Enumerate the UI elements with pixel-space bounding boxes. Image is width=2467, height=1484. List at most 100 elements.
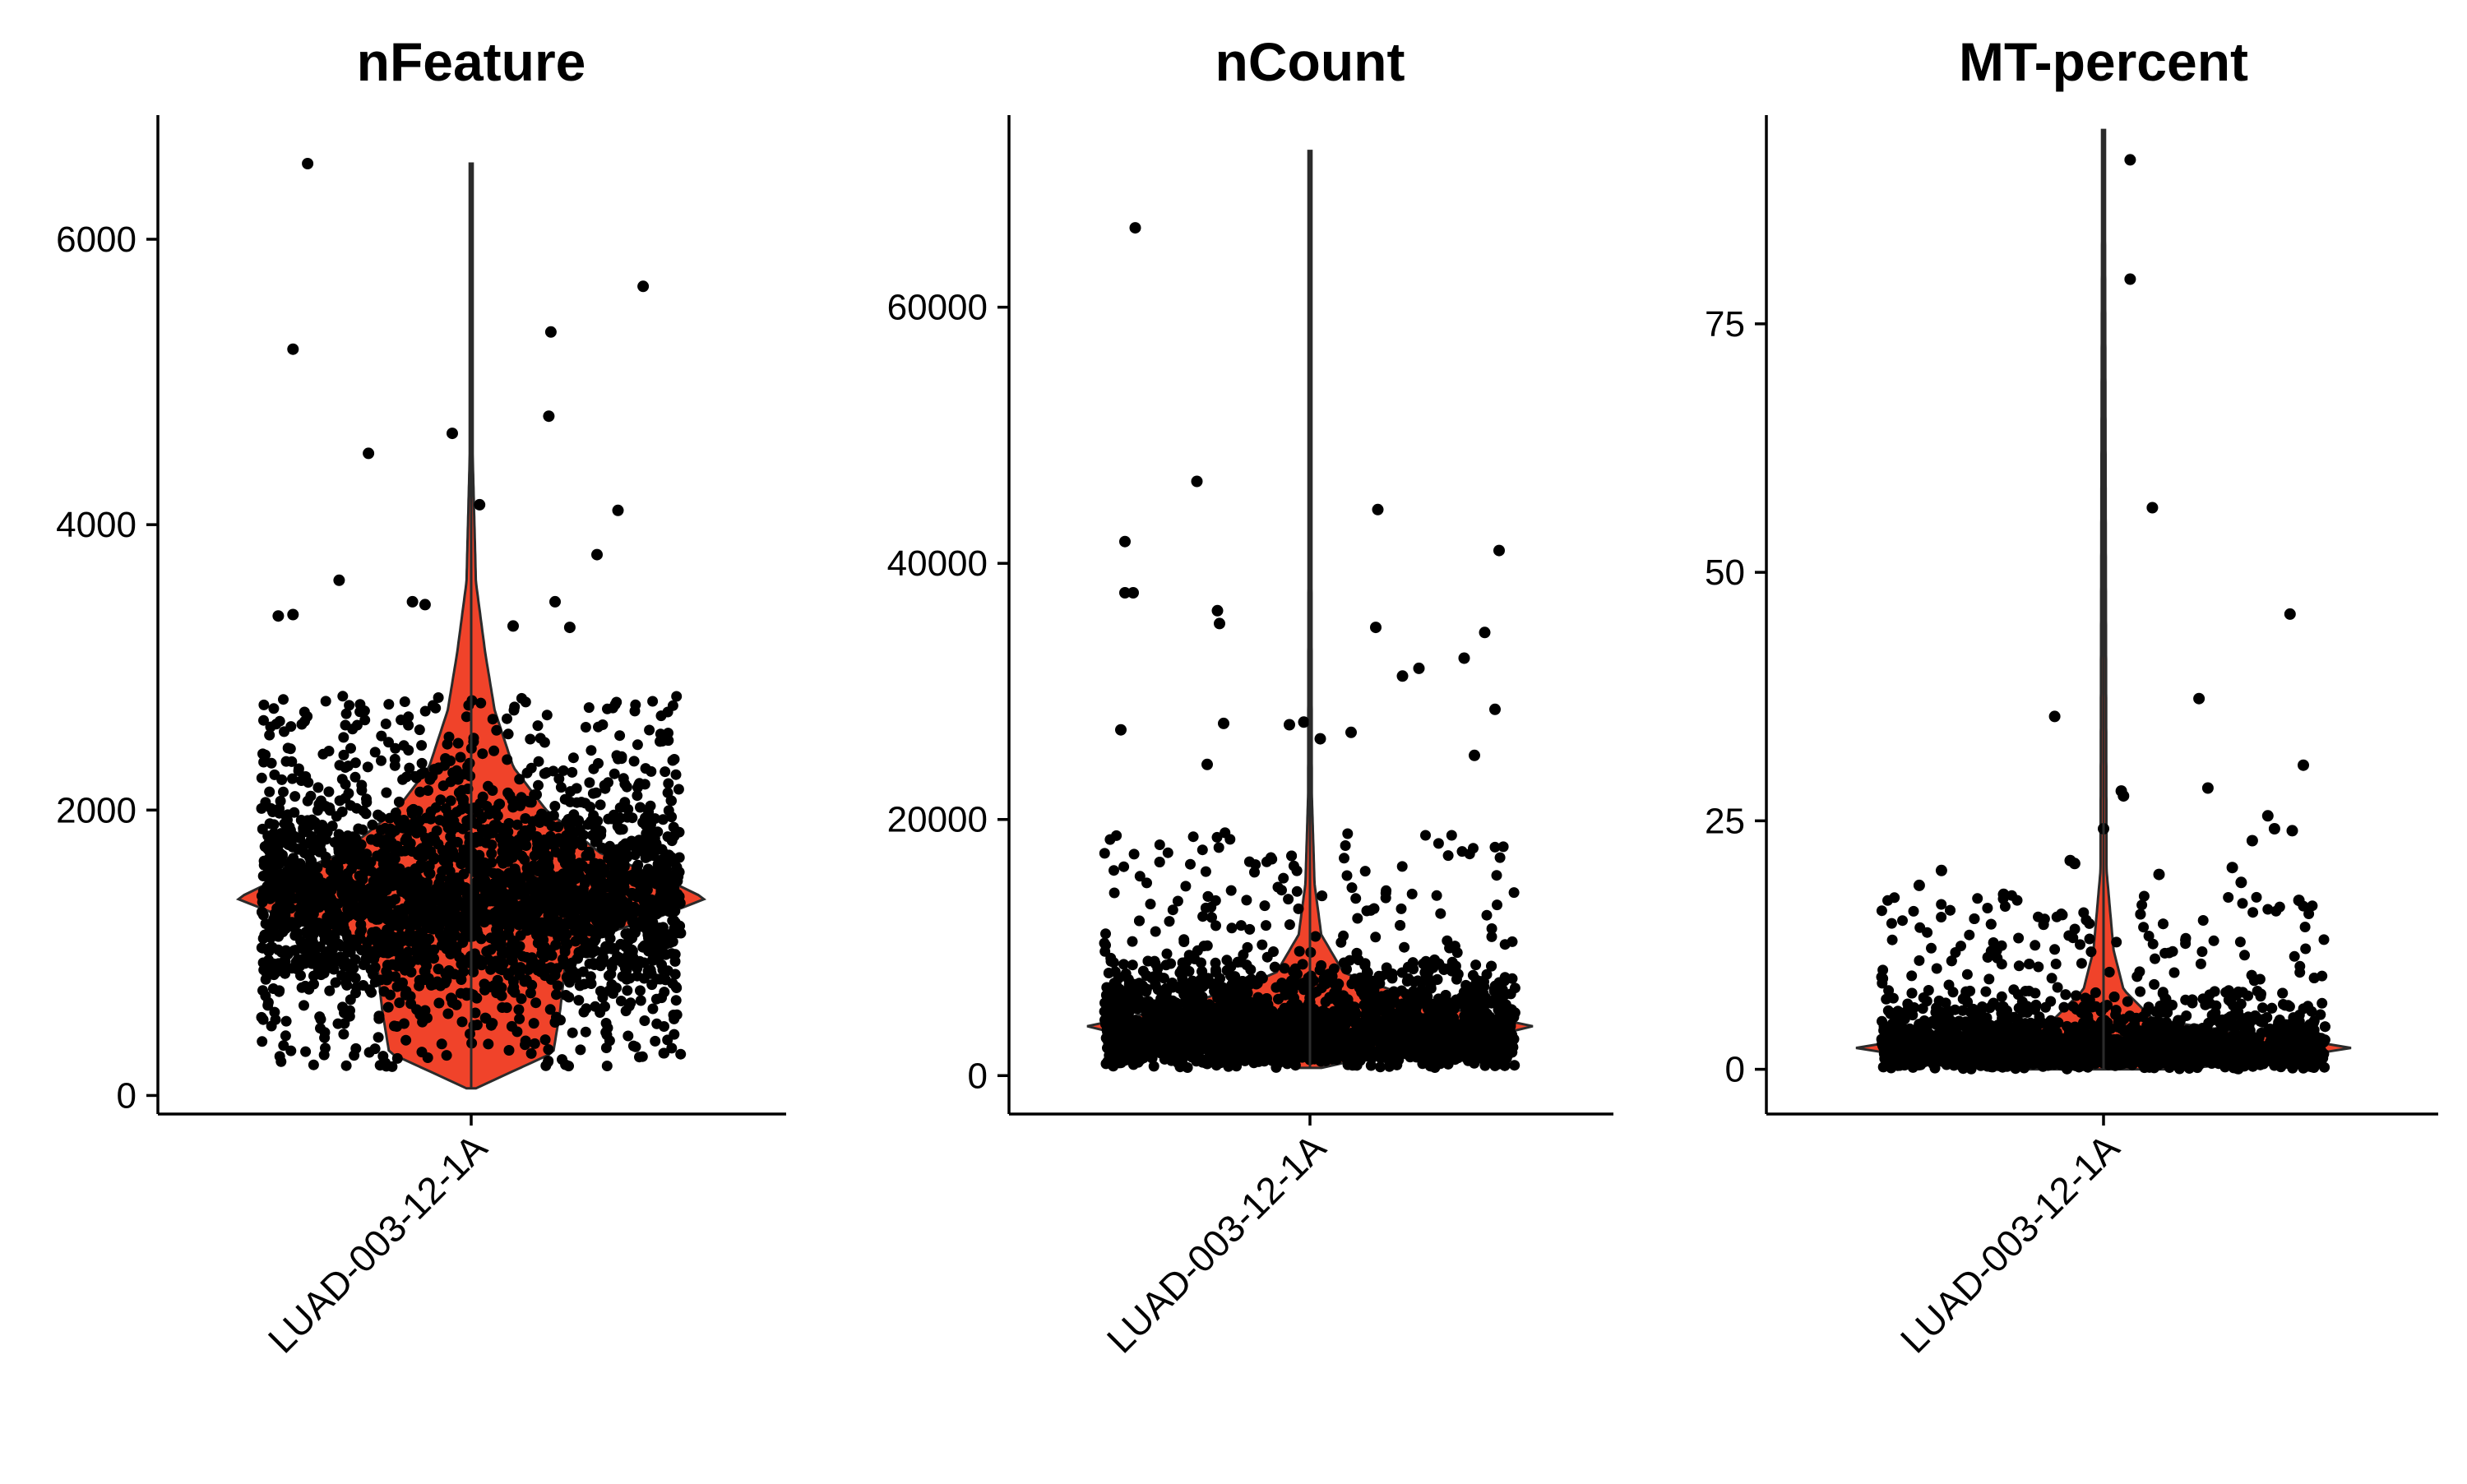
- data-point: [1129, 848, 1140, 859]
- data-point: [1270, 962, 1280, 973]
- data-point: [373, 1010, 384, 1021]
- data-point: [540, 1061, 551, 1071]
- data-point: [525, 734, 535, 745]
- data-point: [675, 1049, 686, 1060]
- data-point: [323, 787, 334, 797]
- data-point: [1352, 948, 1363, 959]
- data-point: [394, 816, 405, 826]
- y-tick-label: 20000: [887, 800, 988, 840]
- data-point: [483, 945, 493, 956]
- data-point: [400, 986, 411, 996]
- data-point: [276, 774, 287, 785]
- data-point: [669, 885, 679, 895]
- data-point: [609, 769, 620, 779]
- data-point: [530, 997, 541, 1008]
- data-point: [548, 810, 559, 821]
- data-point: [471, 893, 482, 904]
- data-point: [1498, 841, 1509, 852]
- data-point: [264, 730, 275, 741]
- data-point: [1310, 932, 1321, 942]
- data-point: [298, 943, 308, 954]
- data-point: [262, 881, 273, 891]
- data-point: [1283, 894, 1294, 904]
- data-point: [446, 795, 456, 806]
- data-point: [533, 780, 544, 791]
- data-point: [1127, 936, 1138, 947]
- data-point: [352, 905, 363, 916]
- data-point: [575, 1044, 586, 1055]
- data-point: [1257, 940, 1267, 950]
- panel-title: nFeature: [357, 31, 586, 92]
- data-point: [275, 716, 285, 727]
- data-point: [442, 1009, 453, 1019]
- data-point: [343, 972, 354, 982]
- data-point: [581, 1027, 591, 1038]
- data-point: [1150, 927, 1161, 937]
- data-point: [458, 966, 469, 977]
- data-point: [663, 779, 673, 789]
- data-point: [464, 838, 474, 848]
- data-point: [437, 1038, 447, 1049]
- data-point: [647, 1004, 658, 1015]
- data-point: [266, 803, 276, 814]
- y-tick-label: 2000: [56, 790, 137, 830]
- data-point: [1399, 942, 1409, 953]
- data-point: [441, 863, 451, 874]
- data-point: [346, 863, 357, 874]
- data-point: [511, 1026, 522, 1037]
- data-point: [1241, 895, 1252, 905]
- data-point: [336, 872, 347, 883]
- data-point: [571, 913, 581, 924]
- data-point: [502, 857, 513, 867]
- data-point: [1278, 983, 1289, 994]
- data-point: [521, 1036, 531, 1047]
- data-point: [459, 913, 470, 923]
- data-point: [284, 889, 294, 899]
- data-point: [619, 779, 630, 789]
- data-point: [326, 910, 336, 921]
- data-point: [257, 907, 267, 918]
- data-point: [1366, 1061, 1377, 1071]
- data-point: [662, 1034, 673, 1045]
- data-point: [584, 777, 595, 788]
- data-point: [549, 801, 560, 811]
- data-point: [479, 978, 490, 989]
- data-point: [454, 877, 465, 888]
- data-point: [586, 948, 597, 959]
- y-tick-label: 6000: [56, 220, 137, 260]
- data-point: [1492, 899, 1502, 910]
- data-point: [1197, 844, 1208, 855]
- data-point: [624, 1001, 635, 1011]
- data-point: [559, 886, 570, 897]
- data-point: [383, 737, 394, 747]
- data-point: [483, 1038, 493, 1049]
- data-point: [530, 1038, 540, 1049]
- data-point: [595, 830, 606, 840]
- data-point: [1127, 959, 1138, 970]
- data-point: [560, 875, 571, 885]
- data-point: [447, 997, 458, 1008]
- data-point: [404, 843, 414, 853]
- data-point: [419, 932, 429, 943]
- data-point: [1495, 853, 1506, 863]
- data-point: [351, 803, 362, 814]
- data-point: [543, 1044, 553, 1055]
- data-point: [435, 794, 446, 805]
- data-point: [608, 988, 618, 999]
- data-point: [1109, 957, 1119, 968]
- data-point: [392, 1053, 403, 1064]
- data-point: [423, 785, 433, 796]
- y-tick-label: 0: [117, 1075, 137, 1116]
- data-point: [444, 732, 455, 742]
- data-point: [428, 700, 438, 711]
- data-point: [613, 754, 623, 765]
- data-point: [576, 840, 587, 851]
- data-point: [1292, 866, 1303, 876]
- data-point: [453, 774, 464, 785]
- data-point: [1409, 977, 1419, 987]
- data-point: [340, 913, 351, 924]
- data-point: [1494, 978, 1505, 988]
- data-point: [389, 1020, 400, 1031]
- data-point: [631, 906, 641, 917]
- data-point: [308, 1060, 319, 1070]
